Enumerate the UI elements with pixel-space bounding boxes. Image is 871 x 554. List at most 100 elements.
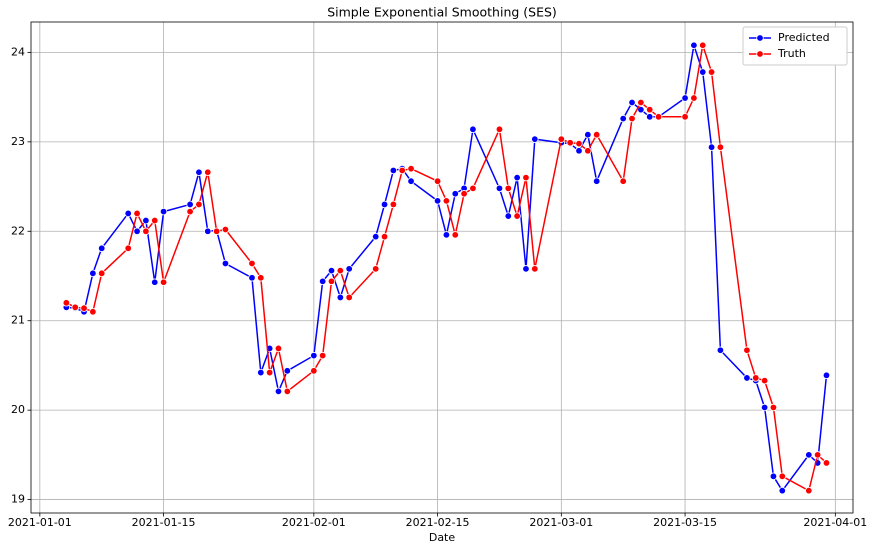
data-point [89,269,97,278]
data-point [124,244,132,252]
data-point [151,278,159,286]
data-point [619,114,627,123]
data-point [133,227,141,235]
data-point [628,98,636,107]
data-point [407,177,415,185]
data-point [372,232,380,241]
x-tick-label: 2021-01-15 [132,516,196,529]
data-point [248,259,256,268]
data-point [318,277,327,286]
data-point [690,41,698,49]
data-point [769,472,778,481]
data-point [522,173,530,182]
data-point [592,130,601,139]
data-point [699,68,707,76]
x-tick-label: 2021-03-01 [529,516,593,529]
data-point [98,269,106,278]
data-point [707,143,716,151]
legend-marker [756,34,764,42]
data-point [310,367,318,375]
data-point [628,114,636,123]
data-point [186,207,194,216]
data-point [310,351,318,360]
data-point [71,303,79,311]
data-point [336,266,345,275]
data-point [743,346,751,354]
x-tick-label: 2021-02-01 [282,516,346,529]
data-point [398,166,406,175]
data-point [557,135,566,143]
data-point [372,265,380,273]
y-tick-label: 19 [11,493,25,506]
x-tick-label: 2021-01-01 [8,516,72,529]
data-point [646,113,654,121]
x-axis-label: Date [429,531,456,544]
data-point [283,387,292,396]
data-point [442,197,451,205]
data-point [336,293,345,302]
data-point [531,135,539,143]
data-point [142,216,150,225]
data-point [504,184,512,193]
y-tick-label: 24 [11,45,25,58]
data-point [204,227,212,235]
data-point [495,184,504,193]
data-point [151,216,159,225]
data-point [389,200,398,209]
data-point [380,200,389,209]
data-point [433,177,442,185]
data-point [805,486,813,495]
y-tick-label: 21 [11,314,25,327]
data-point [345,293,353,302]
data-point [504,212,512,220]
data-point [327,277,336,286]
data-point [89,308,97,316]
data-point [451,231,459,239]
data-point [690,94,698,102]
data-point [433,197,442,205]
chart-title: Simple Exponential Smoothing (SES) [327,5,557,20]
data-point [575,139,583,148]
data-point [822,459,831,467]
data-point [699,41,707,49]
y-tick-label: 20 [11,403,25,416]
data-point [345,265,353,273]
legend-box [742,26,848,66]
data-point [575,147,583,155]
data-point [513,212,521,220]
data-point [813,451,822,459]
data-point [159,207,168,216]
data-point [212,227,221,235]
data-point [62,299,71,307]
data-point [778,472,786,481]
data-point [204,168,212,176]
data-point [318,351,327,360]
data-point [195,168,203,176]
data-point [752,374,760,382]
data-point [142,227,150,235]
data-point [584,147,592,155]
data-point [389,166,398,175]
data-point [283,367,292,375]
data-point [760,403,769,412]
data-point [327,266,336,275]
data-point [221,259,230,268]
x-tick-label: 2021-03-15 [653,516,717,529]
legend-marker [756,50,764,58]
data-point [531,265,539,273]
data-point [716,346,725,354]
data-point [460,190,468,198]
data-point [221,225,230,234]
data-point [265,368,274,377]
x-tick-label: 2021-04-01 [803,516,867,529]
data-point [522,265,530,273]
data-point [760,376,769,385]
data-point [592,177,601,185]
y-tick-label: 22 [11,224,25,237]
data-point [805,451,813,459]
data-point [124,209,132,218]
data-point [451,190,459,198]
data-point [769,403,778,412]
data-point [274,344,283,353]
